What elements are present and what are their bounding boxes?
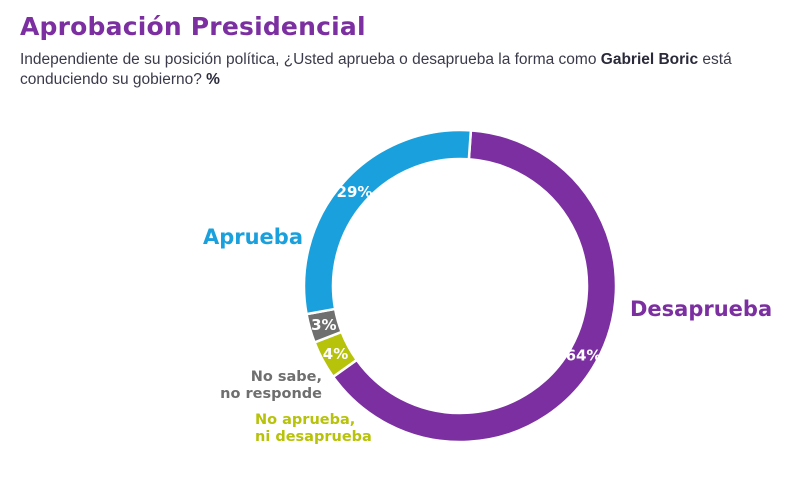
subtitle-name: Gabriel Boric [600, 51, 699, 68]
category-label-desaprueba: Desaprueba [630, 297, 772, 321]
donut-slice-desaprueba [331, 129, 618, 444]
category-label-no-sabe-no-responde: No sabe, no responde [220, 369, 322, 402]
subtitle-text-1: Independiente de su posición política, ¿… [20, 51, 601, 68]
value-label-no-sabe-no-responde: 3% [311, 316, 336, 334]
chart-title: Aprobación Presidencial [20, 12, 366, 41]
category-label-no-aprueba-ni-desaprueba: No aprueba, ni desaprueba [255, 412, 372, 445]
subtitle-text-2: está conduciendo su gobierno? [20, 51, 732, 88]
chart-subtitle: Independiente de su posición política, ¿… [20, 50, 760, 90]
value-label-aprueba: 29% [337, 183, 373, 201]
subtitle-unit: % [206, 71, 220, 88]
donut-slice-aprueba [302, 128, 473, 316]
value-label-no-aprueba-ni-desaprueba: 4% [323, 345, 348, 363]
value-label-desaprueba: 64% [566, 347, 602, 365]
category-label-aprueba: Aprueba [203, 225, 303, 249]
